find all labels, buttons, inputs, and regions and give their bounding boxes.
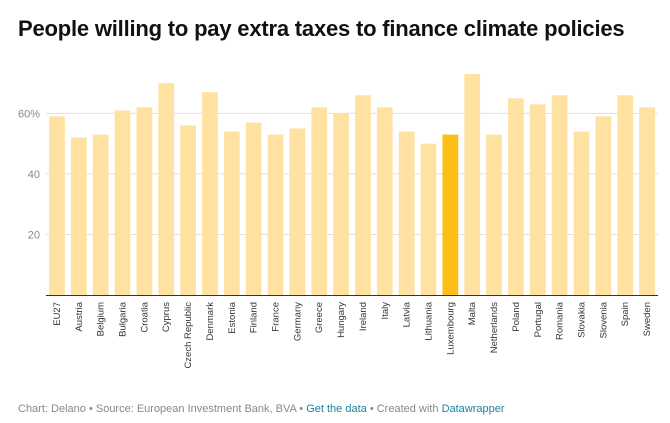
footer-separator: • <box>299 403 304 415</box>
x-tick-label: Croatia <box>139 301 150 332</box>
x-tick-label: Germany <box>292 302 303 341</box>
bar-lithuania <box>420 143 437 295</box>
bar-croatia <box>136 107 153 295</box>
x-tick-label: Poland <box>511 302 522 332</box>
bar-germany <box>289 128 306 295</box>
x-tick-label: France <box>271 302 282 332</box>
bar-hungary <box>333 113 349 296</box>
bar-romania <box>551 95 568 296</box>
bar-austria <box>70 137 87 295</box>
footer-created-with: Created with <box>376 403 439 415</box>
bar-denmark <box>202 92 218 295</box>
bar-ireland <box>355 95 371 296</box>
x-tick-label: Sweden <box>642 302 653 336</box>
bar-spain <box>617 95 634 296</box>
x-tick-label: Netherlands <box>489 302 500 353</box>
x-tick-label: Lithuania <box>424 301 435 340</box>
footer-separator: • <box>369 403 374 415</box>
footer-source: Source: European Investment Bank, BVA <box>95 403 297 415</box>
x-tick-label: Cyprus <box>161 302 172 332</box>
bars <box>49 74 655 296</box>
x-tick-label: Slovakia <box>577 301 588 338</box>
x-tick-label: EU27 <box>52 302 63 326</box>
bar-italy <box>376 107 393 295</box>
bar-cyprus <box>158 83 175 295</box>
bar-estonia <box>223 131 240 295</box>
bar-latvia <box>398 131 415 295</box>
x-tick-label: Denmark <box>205 302 216 341</box>
x-tick-label: Estonia <box>227 301 238 333</box>
bar-poland <box>508 98 524 296</box>
x-tick-label: Belgium <box>96 302 107 336</box>
chart-title: People willing to pay extra taxes to fin… <box>18 16 625 41</box>
x-tick-label: Hungary <box>336 302 347 338</box>
bar-netherlands <box>486 134 502 295</box>
chart-footer: Chart: Delano • Source: European Investm… <box>18 403 505 415</box>
x-tick-label: Austria <box>74 301 85 331</box>
x-tick-label: Bulgaria <box>118 301 129 337</box>
y-tick-label: 40 <box>28 169 40 181</box>
footer-credit: Chart: Delano <box>18 403 86 415</box>
bar-belgium <box>92 134 109 295</box>
bar-eu27 <box>49 116 65 295</box>
bar-chart: 20 40 60% EU27 Austria Belgium Bulgaria Croati… <box>18 74 658 369</box>
x-tick-label: Czech Republic <box>183 302 194 369</box>
x-tick-label: Ireland <box>358 302 369 331</box>
category-labels: EU27 Austria Belgium Bulgaria Croatia Cyprus C… <box>52 301 653 368</box>
bar-greece <box>311 107 328 295</box>
y-tick-label: 60% <box>18 108 40 120</box>
bar-malta <box>464 74 481 295</box>
bar-slovenia <box>595 116 612 295</box>
bar-portugal <box>529 104 546 295</box>
bar-slovakia <box>573 131 590 295</box>
bar-bulgaria <box>114 110 131 295</box>
footer-separator: • <box>88 403 93 415</box>
x-tick-label: Romania <box>555 301 566 340</box>
x-tick-label: Portugal <box>533 302 544 337</box>
x-tick-label: Malta <box>467 301 478 325</box>
bar-czech-republic <box>180 125 196 295</box>
x-tick-label: Italy <box>380 302 391 320</box>
bar-luxembourg <box>442 134 459 295</box>
x-tick-label: Spain <box>620 302 631 326</box>
x-tick-label: Luxembourg <box>445 302 456 355</box>
x-tick-label: Greece <box>314 302 325 333</box>
x-tick-label: Slovenia <box>598 301 609 338</box>
y-tick-label: 20 <box>28 229 40 241</box>
bar-france <box>267 134 284 295</box>
x-tick-label: Finland <box>249 302 260 333</box>
x-tick-label: Latvia <box>402 301 413 327</box>
get-data-link[interactable]: Get the data <box>306 403 367 415</box>
bar-finland <box>245 122 262 295</box>
bar-sweden <box>639 107 655 295</box>
datawrapper-link[interactable]: Datawrapper <box>441 403 505 415</box>
